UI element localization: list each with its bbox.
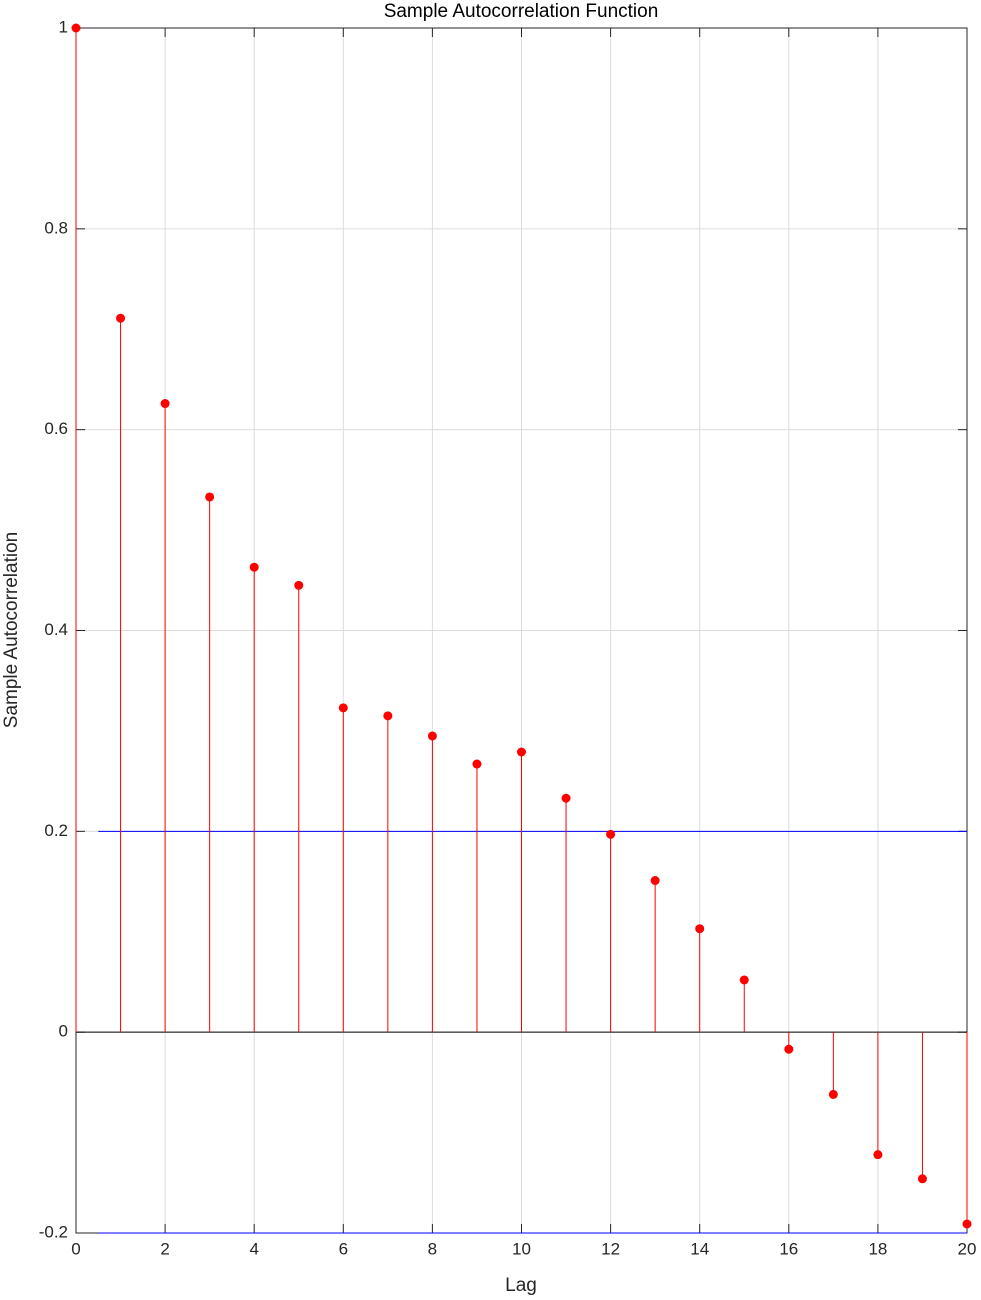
stem-marker — [739, 975, 749, 985]
x-tick-label: 4 — [249, 1239, 258, 1258]
stem-marker — [116, 313, 126, 323]
stem-marker — [205, 492, 215, 502]
stem-marker — [873, 1150, 883, 1160]
y-tick-label: 1 — [59, 17, 68, 36]
stem-marker — [383, 711, 393, 721]
y-tick-label: 0.6 — [44, 419, 68, 438]
stem-marker — [249, 562, 259, 572]
stem-marker — [606, 829, 616, 839]
x-tick-label: 6 — [339, 1239, 348, 1258]
y-tick-label: 0.2 — [44, 821, 68, 840]
y-axis-label: Sample Autocorrelation — [1, 532, 22, 728]
x-tick-label: 20 — [958, 1239, 977, 1258]
stem-marker — [828, 1089, 838, 1099]
stem-marker — [294, 580, 304, 590]
y-tick-label: 0.4 — [44, 620, 68, 639]
stem-marker — [784, 1044, 794, 1054]
y-tick-label: -0.2 — [39, 1222, 68, 1241]
stem-marker — [338, 703, 348, 713]
stem-marker — [71, 23, 81, 33]
x-tick-label: 0 — [71, 1239, 80, 1258]
stem-marker — [160, 399, 170, 409]
stem-marker — [650, 876, 660, 886]
x-tick-label: 8 — [428, 1239, 437, 1258]
y-tick-label: 0.8 — [44, 218, 68, 237]
stem-marker — [517, 747, 526, 757]
x-tick-label: 12 — [601, 1239, 620, 1258]
x-tick-label: 14 — [690, 1239, 709, 1258]
chart-title: Sample Autocorrelation Function — [384, 1, 659, 22]
stem-marker — [917, 1174, 927, 1184]
x-tick-label: 2 — [160, 1239, 169, 1258]
stem-marker — [962, 1219, 972, 1229]
x-tick-label: 18 — [868, 1239, 887, 1258]
stem-marker — [561, 793, 571, 803]
x-tick-label: 10 — [512, 1239, 531, 1258]
stem-marker — [695, 924, 705, 934]
stem-marker — [427, 731, 437, 741]
stem-marker — [472, 759, 482, 769]
x-tick-label: 16 — [779, 1239, 798, 1258]
x-axis-label: Lag — [505, 1275, 537, 1296]
y-tick-label: 0 — [59, 1022, 68, 1041]
